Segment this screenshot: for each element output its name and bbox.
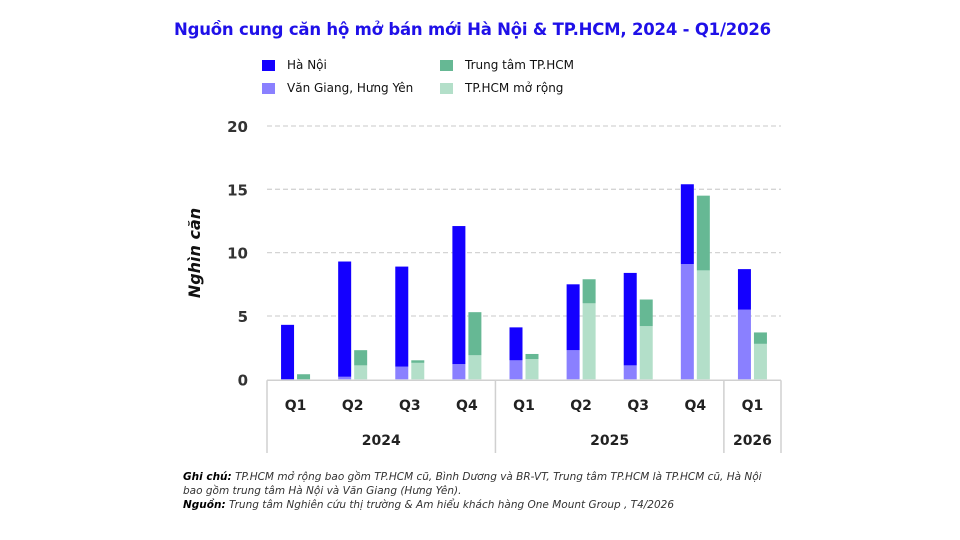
x-tick-label: Q3 <box>627 398 649 414</box>
bar-segment-trung-t-m-tp-hcm <box>297 374 311 380</box>
chart-title: Nguồn cung căn hộ mở bán mới Hà Nội & TP… <box>174 20 771 39</box>
y-tick-label: 10 <box>227 245 248 263</box>
bar-segment-trung-t-m-tp-hcm <box>525 353 539 360</box>
note-text: TP.HCM mở rộng bao gồm TP.HCM cũ, Bình D… <box>183 471 762 497</box>
legend-label: TP.HCM mở rộng <box>465 81 564 95</box>
bar-segment-h-n-i <box>737 269 751 310</box>
legend-label: Hà Nội <box>287 58 327 72</box>
year-label: 2026 <box>733 433 772 449</box>
legend-swatch <box>262 82 275 94</box>
bar-segment-tp-hcm-m-r-ng <box>696 270 710 380</box>
bar-segment-v-n-giang-h-ng-y-n <box>566 350 580 380</box>
bar-segment-tp-hcm-m-r-ng <box>354 365 368 380</box>
x-tick-label: Q4 <box>685 398 707 414</box>
bar-segment-h-n-i <box>338 261 352 377</box>
x-tick-label: Q2 <box>570 398 592 414</box>
bar-segment-h-n-i <box>623 272 637 366</box>
bar-segment-v-n-giang-h-ng-y-n <box>452 364 466 380</box>
x-tick-label: Q4 <box>456 398 478 414</box>
bar-segment-tp-hcm-m-r-ng <box>411 362 425 380</box>
bar-segment-tp-hcm-m-r-ng <box>468 355 482 380</box>
note-label: Ghi chú: <box>183 471 232 483</box>
legend-swatch <box>440 59 453 71</box>
x-tick-label: Q2 <box>342 398 364 414</box>
y-tick-label: 0 <box>238 371 248 389</box>
y-tick-label: 20 <box>227 118 248 136</box>
legend-swatch <box>440 82 453 94</box>
x-tick-label: Q1 <box>742 398 764 414</box>
x-tick-label: Q1 <box>285 398 307 414</box>
legend-item-trung-tam-hcm: Trung tâm TP.HCM <box>440 58 574 72</box>
y-axis-label: Nghìn căn <box>185 208 204 298</box>
bar-segment-trung-t-m-tp-hcm <box>696 195 710 271</box>
bar-segment-h-n-i <box>680 184 694 265</box>
legend-label: Văn Giang, Hưng Yên <box>287 81 414 95</box>
bar-segment-trung-t-m-tp-hcm <box>354 350 368 366</box>
x-tick-label: Q1 <box>513 398 535 414</box>
legend-swatch <box>262 59 275 71</box>
bar-segment-v-n-giang-h-ng-y-n <box>737 309 751 380</box>
bar-segment-trung-t-m-tp-hcm <box>753 332 767 344</box>
bar-segment-tp-hcm-m-r-ng <box>582 303 596 380</box>
legend-label: Trung tâm TP.HCM <box>465 58 574 72</box>
y-tick-label: 15 <box>227 181 248 199</box>
x-tick-label: Q3 <box>399 398 421 414</box>
bar-segment-h-n-i <box>452 226 466 365</box>
chart-notes: Ghi chú: TP.HCM mở rộng bao gồm TP.HCM c… <box>183 470 783 512</box>
bar-segment-trung-t-m-tp-hcm <box>468 312 482 356</box>
bar-segment-v-n-giang-h-ng-y-n <box>395 366 409 380</box>
bar-segment-h-n-i <box>566 284 580 351</box>
bar-segment-h-n-i <box>281 324 295 380</box>
source-text: Trung tâm Nghiên cứu thị trường & Am hiể… <box>225 499 675 511</box>
bar-segment-tp-hcm-m-r-ng <box>525 359 539 380</box>
bar-segment-trung-t-m-tp-hcm <box>582 279 596 304</box>
year-label: 2025 <box>590 433 629 449</box>
bar-segment-v-n-giang-h-ng-y-n <box>338 376 352 380</box>
bar-segment-h-n-i <box>509 327 523 361</box>
bar-segment-tp-hcm-m-r-ng <box>753 343 767 380</box>
bar-segment-tp-hcm-m-r-ng <box>639 326 653 380</box>
year-label: 2024 <box>362 433 401 449</box>
legend-item-van-giang: Văn Giang, Hưng Yên <box>262 81 413 95</box>
bar-segment-h-n-i <box>395 266 409 367</box>
legend-item-hcm-mo-rong: TP.HCM mở rộng <box>440 81 563 95</box>
bar-segment-trung-t-m-tp-hcm <box>411 360 425 363</box>
legend-item-ha-noi: Hà Nội <box>262 58 327 72</box>
bar-segment-v-n-giang-h-ng-y-n <box>680 264 694 380</box>
bar-segment-v-n-giang-h-ng-y-n <box>509 360 523 380</box>
note-line: Ghi chú: TP.HCM mở rộng bao gồm TP.HCM c… <box>183 470 783 498</box>
bar-segment-v-n-giang-h-ng-y-n <box>623 365 637 380</box>
source-line: Nguồn: Trung tâm Nghiên cứu thị trường &… <box>183 498 783 512</box>
source-label: Nguồn: <box>183 499 226 511</box>
y-tick-label: 5 <box>238 308 248 326</box>
bar-segment-trung-t-m-tp-hcm <box>639 299 653 327</box>
